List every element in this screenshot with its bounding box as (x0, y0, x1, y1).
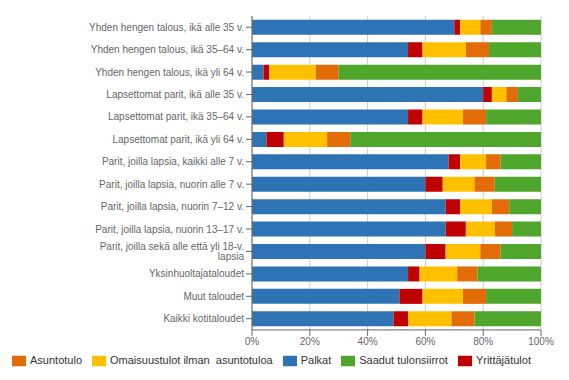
svg-text:Lapsettomat parit, ikä yli 64: Lapsettomat parit, ikä yli 64 v. (112, 134, 244, 145)
svg-text:Lapsettomat parit, ikä 35–64 v: Lapsettomat parit, ikä 35–64 v. (108, 111, 244, 122)
svg-text:Yhden hengen talous, ikä yli 6: Yhden hengen talous, ikä yli 64 v. (95, 67, 244, 78)
svg-text:Muut taloudet: Muut taloudet (183, 291, 244, 302)
svg-text:Parit, joilla lapsia, nuorin 7: Parit, joilla lapsia, nuorin 7–12 v. (101, 201, 244, 212)
svg-text:Parit, joilla lapsia, nuorin a: Parit, joilla lapsia, nuorin alle 7 v. (99, 179, 244, 190)
html-text:Yrittäjätulot: Yrittäjätulot (475, 353, 531, 366)
html-text:Saadut tulonsiirrot: Saadut tulonsiirrot (359, 353, 448, 366)
svg-text:0%: 0% (245, 336, 260, 347)
svg-text:Lapsettomat parit, ikä alle 35: Lapsettomat parit, ikä alle 35 v. (106, 89, 244, 100)
svg-text:Yksinhuoltajataloudet: Yksinhuoltajataloudet (149, 268, 244, 279)
svg-text:Kaikki kotitaloudet: Kaikki kotitaloudet (163, 313, 244, 324)
svg-text:80%: 80% (473, 336, 493, 347)
html-text:Omaisuustulot ilman asuntotulo: Omaisuustulot ilman asuntotuloa (110, 353, 273, 366)
svg-text:Parit, joilla lapsia, kaikki a: Parit, joilla lapsia, kaikki alle 7 v. (102, 156, 244, 167)
svg-text:Parit, joilla lapsia, nuorin 1: Parit, joilla lapsia, nuorin 13–17 v. (95, 224, 244, 235)
svg-text:Yhden hengen talous, ikä 35–64: Yhden hengen talous, ikä 35–64 v. (91, 44, 244, 55)
svg-text:Parit, joilla sekä alle että y: Parit, joilla sekä alle että yli 18-v.la… (100, 241, 245, 262)
svg-text:20%: 20% (300, 336, 320, 347)
html-text:Asuntotulo: Asuntotulo (30, 353, 82, 366)
html-text:Palkat: Palkat (300, 353, 332, 366)
svg-text:40%: 40% (358, 336, 378, 347)
svg-text:Yhden hengen talous, ikä alle: Yhden hengen talous, ikä alle 35 v. (89, 22, 244, 33)
svg-text:60%: 60% (415, 336, 435, 347)
svg-text:100%: 100% (528, 336, 554, 347)
